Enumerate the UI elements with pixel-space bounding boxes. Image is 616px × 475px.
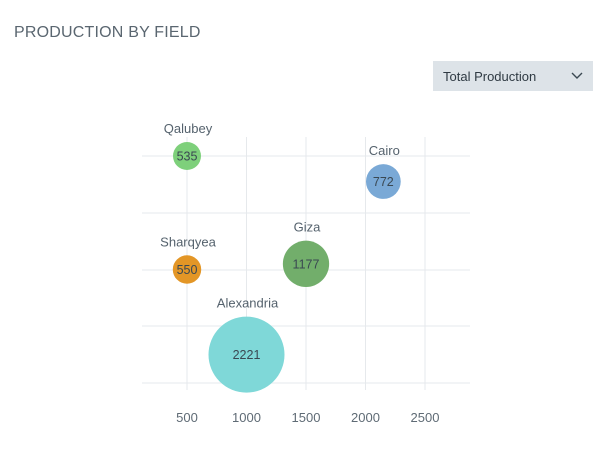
x-tick-label: 2000 [351, 410, 380, 425]
bubble-value-label: 550 [177, 263, 198, 277]
bubble-name-label: Alexandria [217, 296, 279, 311]
page-title: PRODUCTION BY FIELD [14, 24, 201, 41]
bubble-value-label: 1177 [293, 257, 320, 271]
bubble-alexandria[interactable]: 2221 Alexandria [208, 296, 285, 393]
x-tick-label: 500 [176, 410, 198, 425]
measure-dropdown[interactable]: Total Production [433, 61, 593, 91]
chevron-down-icon [571, 70, 583, 82]
bubble-name-label: Sharqyea [160, 234, 216, 249]
bubble-giza[interactable]: 1177 Giza [282, 220, 330, 287]
bubble-circle[interactable] [208, 316, 285, 393]
dropdown-selected-label: Total Production [443, 68, 537, 84]
bubble-name-label: Qalubey [164, 121, 213, 136]
bubble-circle[interactable] [365, 164, 401, 199]
bubble-cairo[interactable]: 772 Cairo [365, 143, 401, 199]
bubble-value-label: 772 [373, 175, 394, 189]
bubble-circle[interactable] [173, 142, 201, 170]
bubble-name-label: Giza [294, 220, 322, 235]
bubble-circle[interactable] [282, 240, 330, 287]
bubble-value-label: 2221 [233, 348, 261, 362]
bubble-qalubey[interactable]: 535 Qalubey [164, 121, 213, 170]
x-tick-label: 1500 [292, 410, 321, 425]
bubble-name-label: Cairo [369, 143, 400, 158]
x-tick-label: 1000 [232, 410, 261, 425]
bubble-circle[interactable] [172, 255, 202, 284]
bubble-value-label: 535 [177, 150, 198, 164]
bubble-sharqyea[interactable]: 550 Sharqyea [160, 234, 217, 284]
x-tick-label: 2500 [411, 410, 440, 425]
